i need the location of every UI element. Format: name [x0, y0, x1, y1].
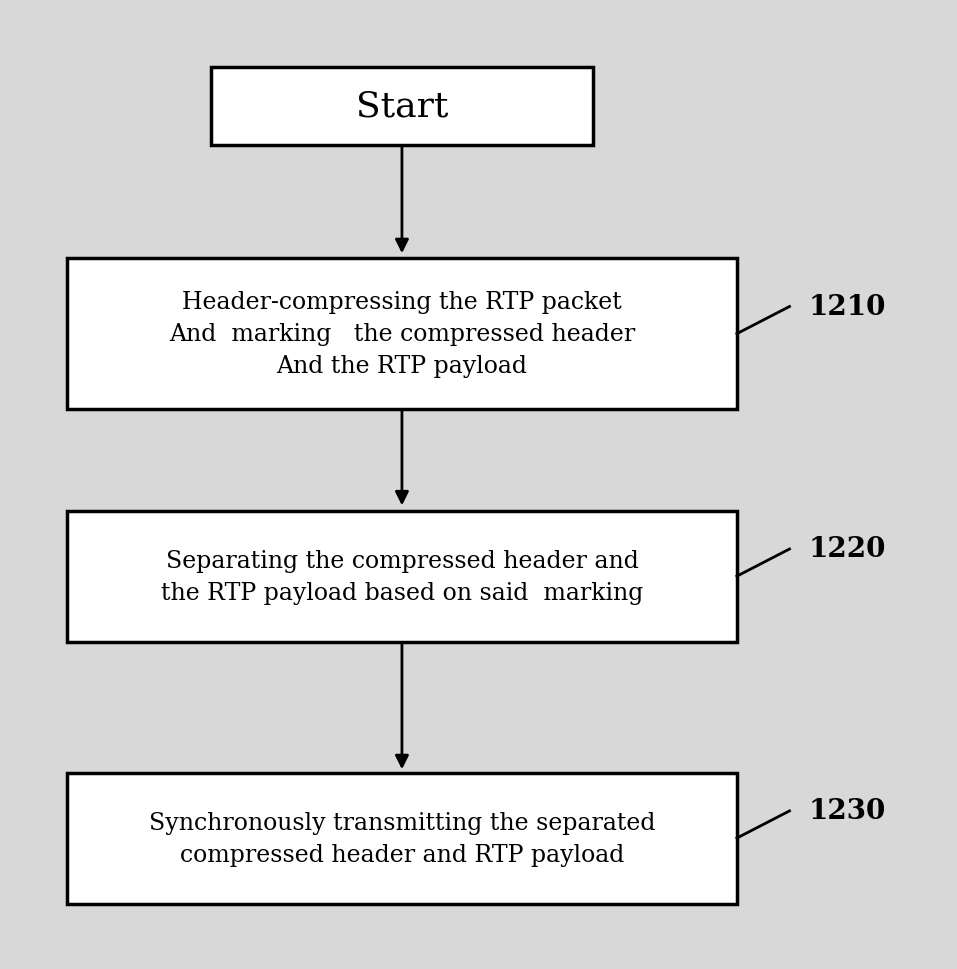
Text: Separating the compressed header and
the RTP payload based on said  marking: Separating the compressed header and the…: [161, 549, 643, 604]
Bar: [211, 68, 593, 145]
Text: Synchronously transmitting the separated
compressed header and RTP payload: Synchronously transmitting the separated…: [148, 811, 656, 865]
Bar: [67, 259, 737, 409]
Text: 1210: 1210: [809, 294, 886, 321]
Text: Start: Start: [356, 89, 448, 124]
Bar: [67, 773, 737, 903]
Text: 1220: 1220: [809, 536, 886, 563]
Bar: [67, 512, 737, 641]
Text: Header-compressing the RTP packet
And  marking   the compressed header
And the R: Header-compressing the RTP packet And ma…: [168, 291, 635, 378]
Text: 1230: 1230: [809, 797, 886, 825]
